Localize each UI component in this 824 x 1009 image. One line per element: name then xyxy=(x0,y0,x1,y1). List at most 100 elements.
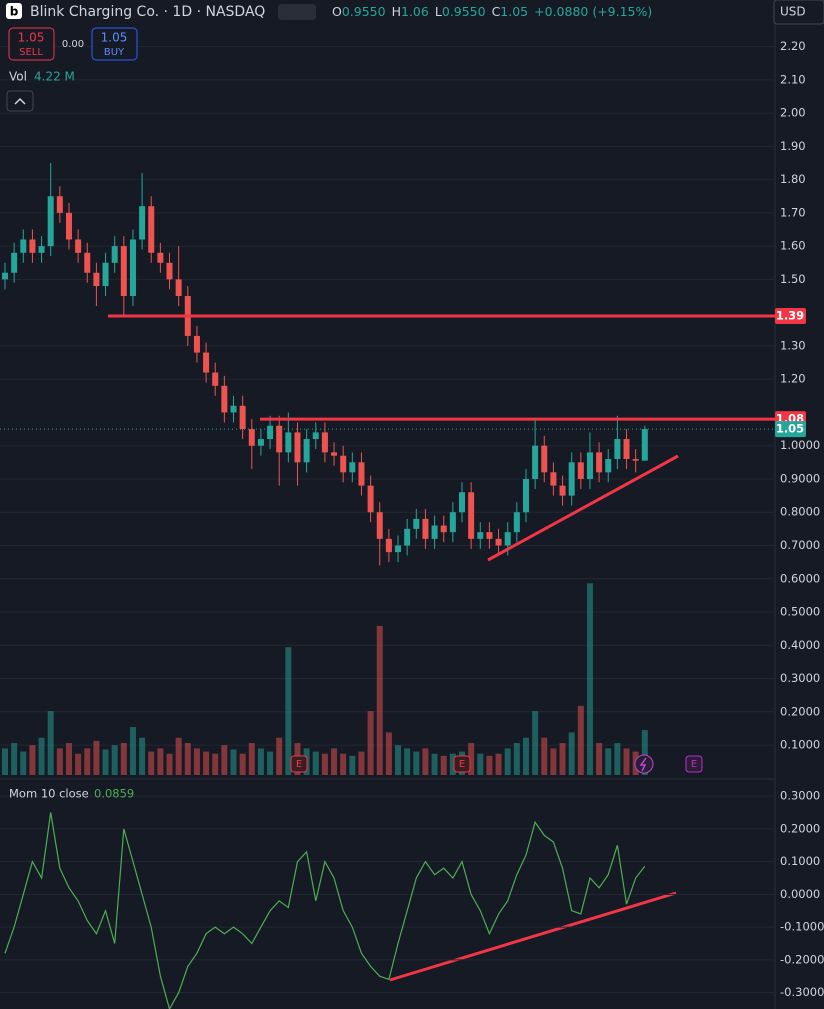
volume-bar xyxy=(440,755,447,775)
volume-bar xyxy=(586,583,593,775)
last-price-label: 1.05 xyxy=(776,422,804,436)
volume-bar xyxy=(248,743,255,775)
volume-bar xyxy=(166,753,173,775)
volume-bar xyxy=(413,751,420,775)
ohlc-value: 1.06 xyxy=(401,4,429,19)
collapse-icon[interactable] xyxy=(14,97,26,105)
candle-body xyxy=(203,352,210,373)
volume-bar xyxy=(111,745,118,775)
ohlc-key: O xyxy=(332,4,342,19)
candle-body xyxy=(20,239,27,253)
indicator-toggle[interactable] xyxy=(278,4,316,20)
volume-bar xyxy=(38,737,45,775)
volume-bar xyxy=(541,737,548,775)
candle-body xyxy=(440,525,447,533)
candle-body xyxy=(221,385,228,413)
candle-body xyxy=(111,246,118,263)
volume-bar xyxy=(404,748,411,775)
earnings-icon[interactable] xyxy=(453,755,471,773)
price-axis: 2.20 2.10 2.00 1.90 1.80 1.70 1.60 1.50 1.30 1.20… xyxy=(780,39,824,999)
y-tick-label: 1.50 xyxy=(780,272,806,286)
currency-button[interactable] xyxy=(773,0,824,25)
earnings-icon[interactable] xyxy=(685,755,703,773)
candle-body xyxy=(230,405,237,413)
volume-bar xyxy=(395,745,402,775)
volume-bar xyxy=(340,753,347,775)
volume-bar xyxy=(568,732,575,775)
y-tick-label: 1.70 xyxy=(780,205,806,219)
volume-bar xyxy=(504,748,511,775)
candle-body xyxy=(129,239,136,297)
volume-bar xyxy=(239,753,246,775)
candle-body xyxy=(38,246,45,253)
candle-body xyxy=(276,425,283,453)
volume-bar xyxy=(312,751,319,775)
y-tick-label: 0.2000 xyxy=(780,821,820,835)
sell-label[interactable]: SELL xyxy=(19,47,43,58)
y-tick-label: 0.2000 xyxy=(780,704,820,718)
buy-button[interactable] xyxy=(91,27,138,61)
buy-price[interactable]: 1.05 xyxy=(101,31,128,45)
candle-body xyxy=(47,196,54,247)
collapse-button[interactable] xyxy=(6,90,34,112)
y-tick-label: 1.30 xyxy=(780,338,806,352)
candle-body xyxy=(166,262,173,280)
buy-label[interactable]: BUY xyxy=(104,47,125,58)
candle-body xyxy=(404,528,411,546)
candle-body xyxy=(358,462,365,486)
candle-body xyxy=(614,439,621,460)
earnings-label[interactable]: E xyxy=(296,759,302,770)
ohlc: O0.9550 H1.06 L0.9550 C1.05 +0.0880 (+9.15%) xyxy=(332,4,652,19)
candle-body xyxy=(468,492,475,539)
split-bolt[interactable] xyxy=(639,757,647,772)
split-icon[interactable] xyxy=(634,754,654,774)
volume-bar xyxy=(532,711,539,775)
ohlc-key: H xyxy=(392,4,401,19)
y-tick-label: 0.5000 xyxy=(780,605,820,619)
candle-body xyxy=(623,439,630,460)
earnings-label[interactable]: E xyxy=(691,759,697,770)
volume-bar xyxy=(449,753,456,775)
volume-bar xyxy=(559,743,566,775)
volume-bar xyxy=(56,748,63,775)
last-price-badge xyxy=(775,421,806,438)
sell-price[interactable]: 1.05 xyxy=(18,31,45,45)
candle-body xyxy=(257,439,264,446)
volume-bar xyxy=(422,748,429,775)
y-tick-label: -0.3000 xyxy=(780,985,824,999)
volume-bar xyxy=(358,751,365,775)
candle-body xyxy=(422,518,429,539)
earnings-label[interactable]: E xyxy=(459,759,465,770)
y-tick-label: -0.1000 xyxy=(780,920,824,934)
y-tick-label: 0.1000 xyxy=(780,854,820,868)
volume-bar xyxy=(495,753,502,775)
volume-bar xyxy=(285,647,292,775)
volume-bar xyxy=(331,748,338,775)
volume-bar xyxy=(29,745,36,775)
currency[interactable]: USD xyxy=(780,5,806,19)
candle-body xyxy=(477,532,484,539)
y-tick-label: 1.20 xyxy=(780,372,806,386)
volume-bar xyxy=(477,753,484,775)
sell-button[interactable] xyxy=(8,27,55,61)
candle-body xyxy=(175,279,182,297)
y-tick-label: 0.8000 xyxy=(780,505,820,519)
candle-body xyxy=(431,525,438,539)
earnings-icon[interactable] xyxy=(290,755,308,773)
volume-bar xyxy=(47,711,54,775)
candle-body xyxy=(550,472,557,486)
volume-bar xyxy=(321,753,328,775)
volume-bar xyxy=(65,743,72,775)
candle-body xyxy=(248,429,255,446)
candle-body xyxy=(340,455,347,473)
grid xyxy=(0,46,775,746)
candle-body xyxy=(294,432,301,463)
y-tick-label: 1.90 xyxy=(780,139,806,153)
ohlc-key: C xyxy=(492,4,501,19)
volume-bar xyxy=(93,740,100,775)
candle-body xyxy=(193,335,200,353)
symbol-title[interactable]: Blink Charging Co. · 1D · NASDAQ xyxy=(30,4,265,20)
momentum-pane xyxy=(0,795,775,1009)
volume-bar xyxy=(267,751,274,775)
